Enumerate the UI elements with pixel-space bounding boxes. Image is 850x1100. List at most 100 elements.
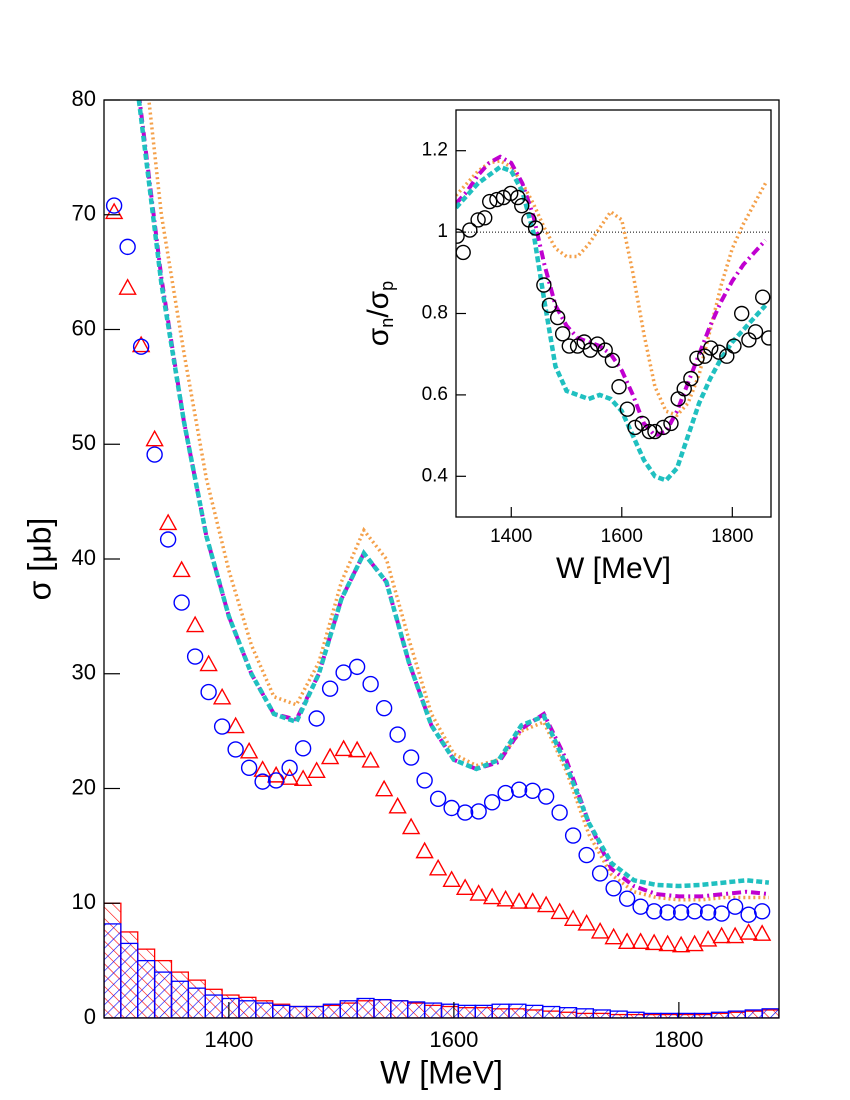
histogram-bar: [238, 1000, 257, 1018]
x-axis-title: W [MeV]: [556, 552, 671, 585]
x-tick-label: 1800: [711, 526, 753, 547]
data-point: [578, 846, 595, 864]
y-axis-title: σn/σp: [362, 281, 397, 346]
data-point: [469, 884, 488, 901]
data-point: [619, 401, 636, 417]
data-point: [307, 761, 326, 778]
y-tick-label: 80: [72, 86, 96, 111]
data-point: [462, 222, 478, 238]
data-point: [632, 898, 649, 915]
histogram-bar: [204, 994, 223, 1018]
data-point: [683, 370, 699, 387]
y-tick-label: 0.4: [422, 465, 449, 486]
data-point: [734, 305, 750, 322]
data-point: [226, 716, 245, 734]
data-point: [173, 594, 190, 611]
data-point: [711, 344, 727, 360]
data-point: [254, 773, 271, 790]
data-point: [374, 779, 394, 797]
data-point: [118, 278, 137, 295]
histogram-bar: [558, 1007, 578, 1018]
histogram-bar: [288, 1005, 308, 1018]
data-point: [483, 794, 501, 811]
data-point: [611, 379, 627, 395]
y-axis-title-part: σ: [362, 327, 395, 346]
data-point: [200, 683, 217, 701]
data-point: [563, 909, 583, 927]
data-point: [685, 934, 704, 952]
histogram-bar: [744, 1009, 763, 1018]
data-point: [524, 782, 541, 799]
y-tick-label: 0.8: [422, 303, 448, 324]
data-point: [361, 751, 380, 768]
data-point: [554, 326, 571, 342]
data-point: [641, 423, 658, 440]
y-tick-label: 20: [72, 774, 96, 799]
data-point: [280, 768, 299, 785]
data-point: [747, 324, 764, 340]
histogram-bar: [457, 1004, 476, 1018]
histogram-bar: [677, 1012, 696, 1018]
data-point: [541, 297, 558, 314]
data-point: [752, 924, 772, 941]
y-axis-title-part: p: [377, 281, 397, 291]
x-tick-label: 1600: [429, 1027, 478, 1052]
data-point: [739, 923, 758, 940]
data-point: [185, 615, 205, 633]
data-point: [497, 784, 514, 802]
data-point: [655, 419, 671, 436]
data-point: [564, 827, 582, 844]
y-axis-title-part: /σ: [362, 290, 395, 317]
y-axis-title-part: n: [377, 318, 397, 328]
data-point: [131, 335, 151, 353]
histogram-bar: [305, 1005, 325, 1018]
data-point: [577, 913, 596, 931]
data-point: [416, 772, 433, 789]
data-point: [550, 902, 569, 920]
data-point: [726, 338, 742, 354]
data-point: [712, 926, 731, 944]
x-tick-label: 1800: [654, 1027, 703, 1052]
data-point: [347, 740, 367, 758]
y-axis-title: σ [μb]: [21, 518, 57, 601]
histogram-bar: [440, 1003, 460, 1018]
data-point: [293, 769, 313, 787]
data-point: [212, 687, 232, 705]
histogram-bar: [508, 1003, 527, 1018]
plot-area: [456, 154, 771, 484]
data-point: [536, 277, 552, 293]
data-point: [253, 760, 272, 777]
data-point: [443, 799, 460, 817]
data-point: [761, 330, 771, 346]
data-point: [455, 878, 475, 896]
histogram-bar: [542, 1005, 561, 1018]
x-tick-label: 1400: [204, 1027, 253, 1052]
data-point: [561, 338, 577, 354]
data-point: [703, 340, 719, 356]
data-point: [320, 747, 340, 765]
data-point: [509, 892, 529, 909]
data-point: [605, 880, 622, 897]
histogram-bar: [170, 980, 190, 1018]
histogram-bar: [660, 1012, 679, 1018]
y-tick-label: 30: [72, 660, 96, 685]
data-point: [456, 804, 474, 821]
data-point: [753, 903, 771, 920]
data-point: [281, 759, 298, 777]
histogram-bar: [407, 1001, 426, 1018]
data-point: [470, 803, 487, 820]
data-point: [321, 680, 339, 697]
data-point: [503, 185, 519, 202]
data-point: [159, 531, 177, 548]
histogram-bar: [104, 923, 122, 1018]
histogram-bar: [710, 1011, 730, 1018]
y-tick-label: 70: [72, 201, 96, 226]
data-point: [132, 338, 150, 355]
data-point: [604, 927, 623, 945]
data-point: [510, 781, 528, 798]
data-point: [713, 905, 730, 922]
histogram-bar: [339, 1000, 358, 1018]
data-point: [659, 904, 676, 921]
data-point: [591, 865, 609, 882]
